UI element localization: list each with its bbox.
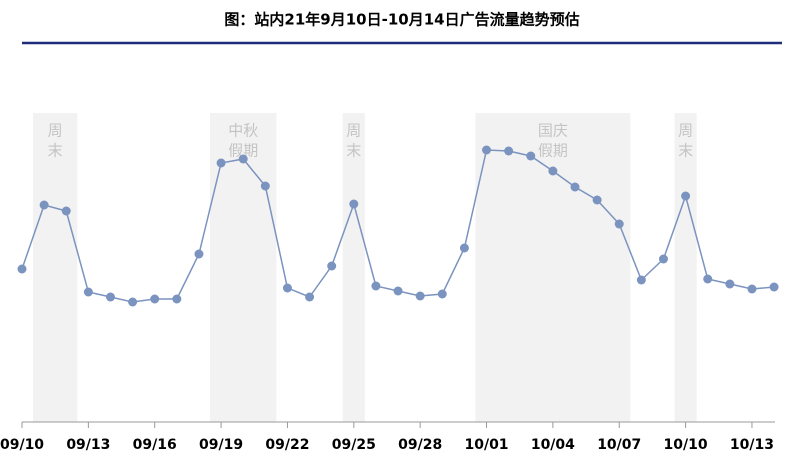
period-label: 国庆 bbox=[538, 122, 568, 140]
data-point bbox=[260, 181, 270, 191]
data-point bbox=[150, 294, 160, 304]
series-line bbox=[21, 149, 775, 303]
shaded-period bbox=[475, 113, 631, 422]
x-tick-label: 10/10 bbox=[664, 437, 708, 453]
period-label: 末 bbox=[678, 142, 693, 160]
data-point bbox=[61, 206, 71, 216]
x-tick-label: 09/28 bbox=[398, 437, 442, 453]
x-tick-label: 09/19 bbox=[199, 437, 243, 453]
chart-title: 图：站内21年9月10日-10月14日广告流量趋势预估 bbox=[224, 11, 579, 29]
x-tick-label: 10/13 bbox=[730, 437, 774, 453]
data-point bbox=[39, 200, 49, 210]
period-label: 末 bbox=[48, 142, 63, 160]
period-label: 假期 bbox=[228, 142, 258, 160]
shaded-period bbox=[33, 113, 78, 422]
data-point bbox=[681, 191, 691, 201]
data-point bbox=[769, 282, 779, 292]
data-point bbox=[17, 264, 27, 274]
period-label: 假期 bbox=[538, 142, 568, 160]
shaded-period bbox=[674, 113, 697, 422]
x-tick-label: 10/01 bbox=[464, 437, 508, 453]
data-point bbox=[105, 292, 115, 302]
period-label: 末 bbox=[346, 142, 361, 160]
x-tick-label: 09/13 bbox=[66, 437, 110, 453]
data-point bbox=[327, 261, 337, 271]
data-point bbox=[437, 289, 447, 299]
data-point bbox=[305, 292, 315, 302]
data-point bbox=[393, 286, 403, 296]
data-point bbox=[703, 274, 713, 284]
x-tick-label: 09/25 bbox=[332, 437, 376, 453]
data-point bbox=[526, 151, 536, 161]
shaded-period bbox=[342, 113, 365, 422]
data-point bbox=[636, 275, 646, 285]
x-tick-label: 10/07 bbox=[597, 437, 641, 453]
data-point bbox=[371, 281, 381, 291]
x-tick-label: 09/10 bbox=[0, 437, 44, 453]
x-tick-label: 09/16 bbox=[133, 437, 177, 453]
data-point bbox=[216, 158, 226, 168]
data-point bbox=[482, 145, 492, 155]
x-tick-label: 09/22 bbox=[265, 437, 309, 453]
data-point bbox=[194, 249, 204, 259]
data-point bbox=[128, 297, 138, 307]
data-point bbox=[83, 287, 93, 297]
data-point bbox=[747, 284, 757, 294]
period-label: 周 bbox=[678, 122, 693, 140]
data-point bbox=[570, 182, 580, 192]
data-point bbox=[172, 294, 182, 304]
data-point bbox=[504, 146, 514, 156]
period-label: 中秋 bbox=[228, 122, 258, 140]
data-point bbox=[592, 195, 602, 205]
data-point bbox=[658, 254, 668, 264]
x-tick-label: 10/04 bbox=[531, 437, 575, 453]
data-point bbox=[415, 291, 425, 301]
data-point bbox=[238, 154, 248, 164]
period-label: 周 bbox=[346, 122, 361, 140]
data-point bbox=[725, 279, 735, 289]
data-point bbox=[349, 199, 359, 209]
data-point bbox=[459, 243, 469, 253]
data-point bbox=[548, 166, 558, 176]
data-point bbox=[614, 219, 624, 229]
period-label: 周 bbox=[48, 122, 63, 140]
data-point bbox=[282, 283, 292, 293]
